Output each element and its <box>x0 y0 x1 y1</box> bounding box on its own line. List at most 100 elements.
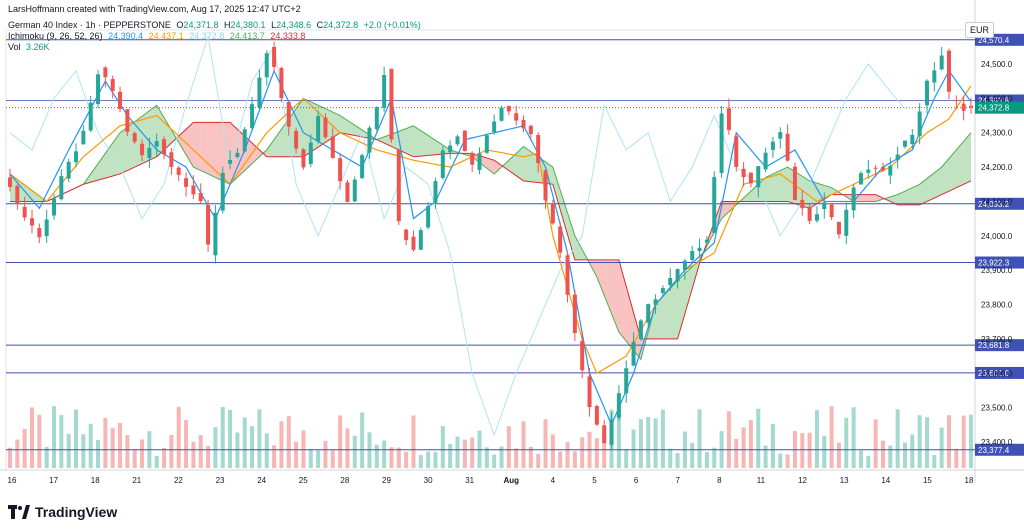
candle-body <box>660 288 665 294</box>
candle <box>15 184 20 210</box>
currency-badge[interactable]: EUR <box>964 22 994 38</box>
candle <box>895 146 900 169</box>
volume-bar <box>712 447 717 468</box>
candle <box>594 404 599 427</box>
candle <box>499 105 504 122</box>
volume-bar <box>96 439 101 468</box>
candle <box>411 230 416 252</box>
ichimoku-legend[interactable]: Ichimoku (9, 26, 52, 26) 24,390.4 24,437… <box>8 31 308 41</box>
credit-text: LarsHoffmann created with TradingView.co… <box>8 4 301 14</box>
candle <box>462 130 467 152</box>
cloud-segment <box>354 125 363 137</box>
candle-body <box>902 140 907 147</box>
volume-bar <box>382 440 387 468</box>
close-value: 24,372.8 <box>323 20 359 30</box>
candle <box>609 412 614 450</box>
candle <box>103 66 108 88</box>
indicator-lines <box>9 36 972 437</box>
time-tick-label: 23 <box>216 476 225 485</box>
time-tick-label: 8 <box>717 476 722 485</box>
volume-bar <box>44 447 49 468</box>
candle-body <box>206 204 211 245</box>
candle <box>455 134 460 147</box>
candle <box>132 131 137 144</box>
candle-body <box>250 104 255 129</box>
candle-body <box>316 116 321 142</box>
time-axis: 16 17 18 21 22 23 24 25 28 29 30 31 Aug 4 5 6 7 8 11 12 13 14… <box>8 476 974 485</box>
volume-bar <box>653 418 658 468</box>
volume-legend[interactable]: Vol 3.26K <box>8 42 53 52</box>
candle <box>748 172 753 188</box>
candle <box>704 236 709 244</box>
volume-bar <box>360 412 365 468</box>
candle-body <box>572 294 577 334</box>
volume-bar <box>191 441 196 468</box>
cloud-segment <box>934 167 942 199</box>
volume-name: Vol <box>8 42 21 52</box>
candle-body <box>484 135 489 153</box>
volume-bar <box>272 445 277 468</box>
volume-bar <box>162 447 167 468</box>
volume-bar <box>668 448 673 468</box>
candle-body <box>110 79 115 91</box>
tradingview-logo[interactable]: TradingView <box>8 504 117 520</box>
volume-bar <box>756 408 761 468</box>
candle <box>140 139 145 162</box>
candle <box>888 157 893 184</box>
cloud-segment <box>809 180 817 209</box>
candle <box>924 79 929 114</box>
candle <box>712 171 717 234</box>
candle <box>734 134 739 172</box>
candle <box>778 127 783 149</box>
candle <box>682 259 687 280</box>
low-value: 24,348.6 <box>276 20 312 30</box>
cloud-segment <box>193 122 201 171</box>
volume-bar <box>132 449 137 468</box>
candle-body <box>118 91 123 110</box>
cloud-segment <box>105 143 113 179</box>
time-tick-label: 16 <box>8 476 17 485</box>
price-tick-label: 24,400.0 <box>981 94 1013 103</box>
volume-bar <box>836 442 841 468</box>
candle-body <box>169 152 174 167</box>
candle <box>301 148 306 170</box>
volume-bar <box>88 423 93 468</box>
candle-body <box>587 376 592 408</box>
candle-body <box>888 165 893 176</box>
candle-body <box>924 80 929 106</box>
tenkan-value: 24,390.4 <box>108 31 144 41</box>
volume-bar <box>594 438 599 468</box>
cloud-segment <box>926 172 935 202</box>
volume-bar <box>228 409 233 468</box>
candle <box>250 96 255 132</box>
candle-body <box>536 134 541 164</box>
volume-bar <box>851 407 856 468</box>
candle-body <box>917 111 922 137</box>
price-tick-label: 23,800.0 <box>981 301 1013 310</box>
cloud-segment <box>567 212 575 260</box>
candle <box>59 169 64 201</box>
volume-bar <box>110 428 115 468</box>
candle-body <box>279 67 284 99</box>
plot-frame <box>5 29 976 471</box>
candle-body <box>763 152 768 170</box>
volume-bar <box>873 419 878 468</box>
cloud-segment <box>486 157 495 174</box>
candle-body <box>528 125 533 135</box>
candle <box>396 148 401 226</box>
cloud-segment <box>904 187 913 205</box>
change-value: +2.0 (+0.01%) <box>363 20 421 30</box>
candle-body <box>8 177 12 187</box>
candle-body <box>858 173 863 185</box>
volume-bar <box>741 427 746 468</box>
candle-body <box>873 167 878 169</box>
cloud-segment <box>963 132 971 185</box>
price-tick-label: 24,200.0 <box>981 163 1013 172</box>
symbol-legend[interactable]: German 40 Index · 1h · PEPPERSTONE O24,3… <box>8 20 424 30</box>
candle-body <box>132 133 137 142</box>
volume-bar <box>616 415 621 468</box>
open-label: O <box>176 20 184 30</box>
price-tag <box>975 101 1024 114</box>
cloud-segment <box>340 115 348 135</box>
